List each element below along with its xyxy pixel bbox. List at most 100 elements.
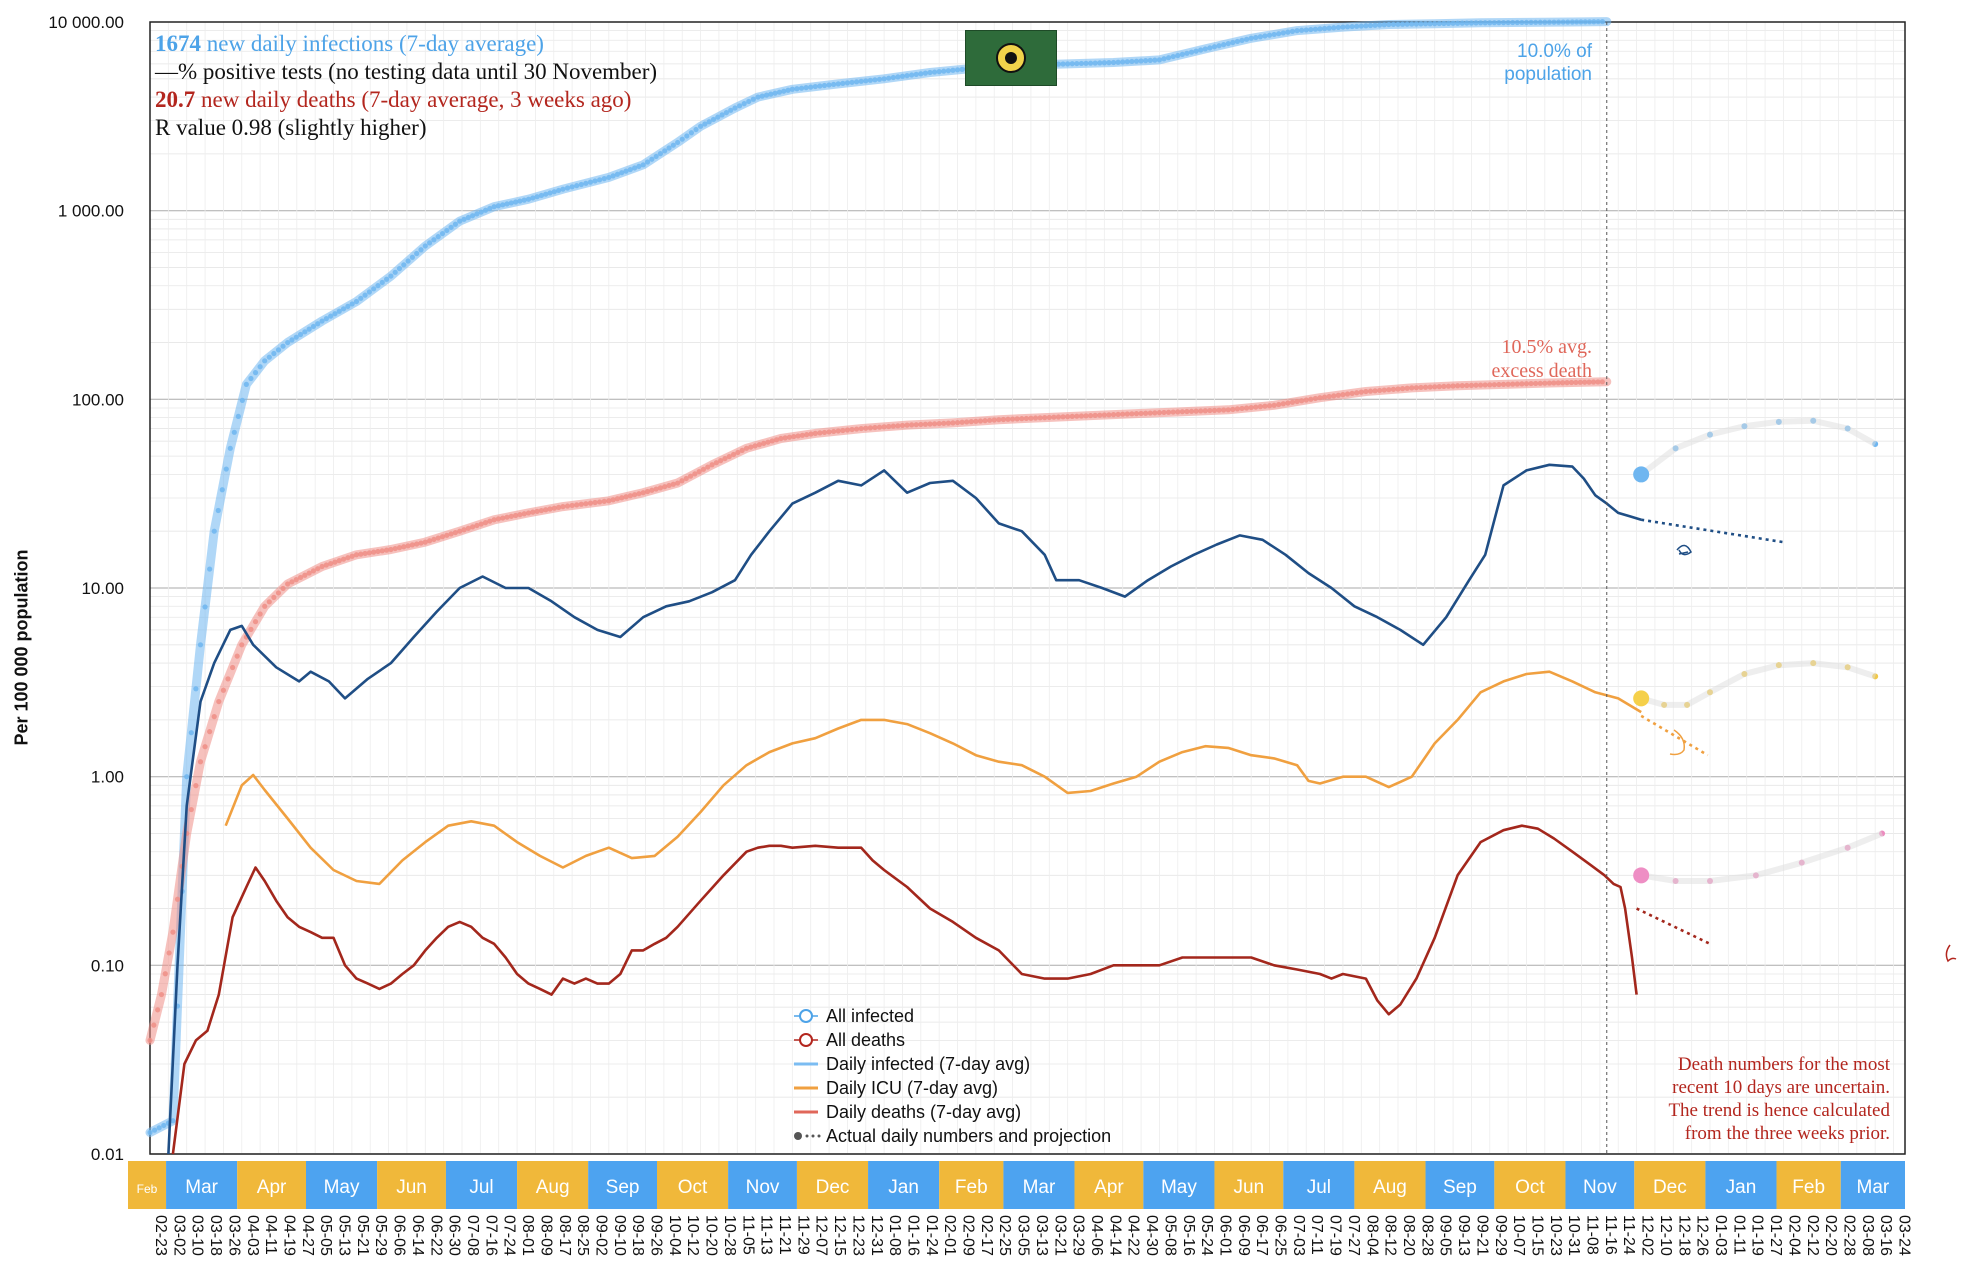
series-point-cumulative_infected	[500, 202, 506, 208]
date-tick-label: 12-15	[831, 1215, 848, 1256]
series-point-cumulative_deaths	[547, 506, 553, 512]
series-point-cumulative_infected	[547, 190, 553, 196]
date-tick-label: 01-11	[1730, 1215, 1747, 1255]
series-point-cumulative_deaths	[252, 619, 259, 625]
series-point-cumulative_deaths	[1294, 398, 1300, 405]
date-tick-label: 06-09	[1235, 1215, 1252, 1256]
series-point-cumulative_deaths	[1533, 380, 1539, 387]
legend-symbol	[794, 1009, 818, 1023]
series-point-cumulative_deaths	[927, 421, 933, 427]
series-point-cumulative_infected	[785, 87, 791, 93]
legend-item: Actual daily numbers and projection	[790, 1124, 1111, 1148]
series-point-cumulative_infected	[1262, 33, 1268, 39]
series-point-cumulative_deaths	[1335, 392, 1341, 398]
series-point-cumulative_infected	[1239, 37, 1245, 43]
series-point-cumulative_infected	[1569, 19, 1575, 25]
series-point-cumulative_infected	[941, 68, 947, 74]
y-tick-label: 1.00	[91, 768, 124, 787]
projection-marker-proj_deaths	[1633, 867, 1650, 884]
date-tick-label: 10-15	[1528, 1215, 1545, 1256]
series-point-cumulative_deaths	[1083, 413, 1089, 419]
series-point-cumulative_deaths	[405, 543, 411, 549]
series-point-cumulative_infected	[1413, 21, 1419, 27]
series-point-cumulative_deaths	[470, 524, 476, 530]
series-point-cumulative_deaths	[950, 420, 956, 426]
series-point-cumulative_deaths	[904, 422, 910, 428]
series-point-cumulative_infected	[666, 145, 672, 151]
series-point-cumulative_deaths	[1065, 414, 1071, 420]
series-point-cumulative_deaths	[1523, 381, 1530, 387]
series-point-cumulative_deaths	[262, 603, 268, 609]
series-point-cumulative_deaths	[872, 424, 878, 431]
series-point-cumulative_infected	[826, 82, 832, 88]
series-point-cumulative_deaths	[1165, 409, 1172, 415]
series-point-cumulative_infected	[1106, 60, 1112, 66]
series-point-cumulative_infected	[1271, 31, 1277, 38]
series-point-cumulative_infected	[1317, 26, 1323, 32]
series-point-cumulative_deaths	[431, 536, 437, 543]
series-point-cumulative_deaths	[1271, 402, 1277, 408]
series-point-cumulative_deaths	[583, 501, 589, 507]
series-point-cumulative_infected	[1418, 21, 1424, 27]
date-tick-label: 05-05	[317, 1215, 334, 1256]
series-point-cumulative_deaths	[366, 550, 372, 556]
y-tick-label: 10.00	[81, 579, 124, 598]
series-point-cumulative_deaths	[275, 590, 282, 596]
series-point-cumulative_deaths	[773, 437, 780, 443]
legend-symbol	[794, 1110, 818, 1114]
series-point-cumulative_deaths	[1280, 401, 1286, 407]
series-point-cumulative_deaths	[474, 522, 480, 529]
series-point-cumulative_infected	[789, 86, 795, 92]
month-block	[517, 1161, 589, 1209]
series-point-cumulative_deaths	[739, 447, 745, 453]
series-point-cumulative_infected	[1354, 23, 1360, 29]
series-point-cumulative_infected	[297, 331, 304, 338]
series-point-cumulative_infected	[1578, 19, 1584, 25]
series-point-cumulative_infected	[803, 85, 809, 91]
series-point-cumulative_infected	[719, 112, 725, 118]
projection-marker-proj_infected	[1633, 466, 1650, 483]
month-block	[1214, 1161, 1284, 1209]
series-point-cumulative_infected	[1124, 59, 1130, 65]
series-point-cumulative_deaths	[700, 466, 707, 472]
month-label: Dec	[1653, 1177, 1687, 1198]
date-tick-label: 03-18	[207, 1215, 224, 1256]
series-point-cumulative_deaths	[675, 480, 681, 486]
series-point-cumulative_infected	[1202, 46, 1208, 52]
series-point-cumulative_deaths	[1078, 413, 1085, 419]
series-point-cumulative_infected	[610, 173, 616, 179]
series-point-cumulative_infected	[909, 72, 915, 78]
series-point-cumulative_infected	[1523, 19, 1530, 26]
series-point-cumulative_deaths	[1468, 382, 1475, 388]
series-point-cumulative_infected	[931, 69, 938, 75]
series-point-cumulative_deaths	[174, 896, 181, 902]
series-point-cumulative_deaths	[761, 440, 767, 447]
scribble-icon	[1669, 729, 1686, 756]
series-point-cumulative_deaths	[1455, 383, 1461, 389]
series-point-cumulative_deaths	[487, 518, 493, 524]
series-point-cumulative_infected	[1399, 21, 1406, 27]
series-point-cumulative_deaths	[1101, 412, 1107, 418]
series-point-cumulative_deaths	[1239, 405, 1245, 412]
date-tick-label: 04-22	[1125, 1215, 1142, 1256]
series-point-cumulative_infected	[375, 283, 381, 289]
date-tick-label: 04-06	[1088, 1215, 1105, 1256]
series-point-cumulative_deaths	[1491, 382, 1497, 388]
series-point-cumulative_infected	[657, 151, 664, 157]
series-point-cumulative_deaths	[918, 421, 924, 428]
series-point-cumulative_deaths	[1358, 389, 1364, 395]
series-point-cumulative_infected	[927, 69, 933, 76]
series-point-cumulative_infected	[702, 121, 708, 127]
series-point-cumulative_infected	[867, 77, 873, 83]
date-tick-label: 11-24	[1620, 1215, 1637, 1255]
series-point-cumulative_deaths	[623, 494, 629, 500]
series-point-cumulative_deaths	[266, 599, 272, 605]
series-point-cumulative_infected	[1599, 19, 1606, 25]
deaths-headline: 20.7 new daily deaths (7-day average, 3 …	[155, 86, 631, 114]
series-point-cumulative_infected	[332, 311, 338, 317]
series-point-cumulative_deaths	[1595, 379, 1601, 385]
series-point-cumulative_infected	[706, 119, 712, 125]
month-block	[1565, 1161, 1635, 1209]
series-point-cumulative_deaths	[478, 521, 484, 527]
series-point-cumulative_deaths	[1202, 408, 1208, 414]
